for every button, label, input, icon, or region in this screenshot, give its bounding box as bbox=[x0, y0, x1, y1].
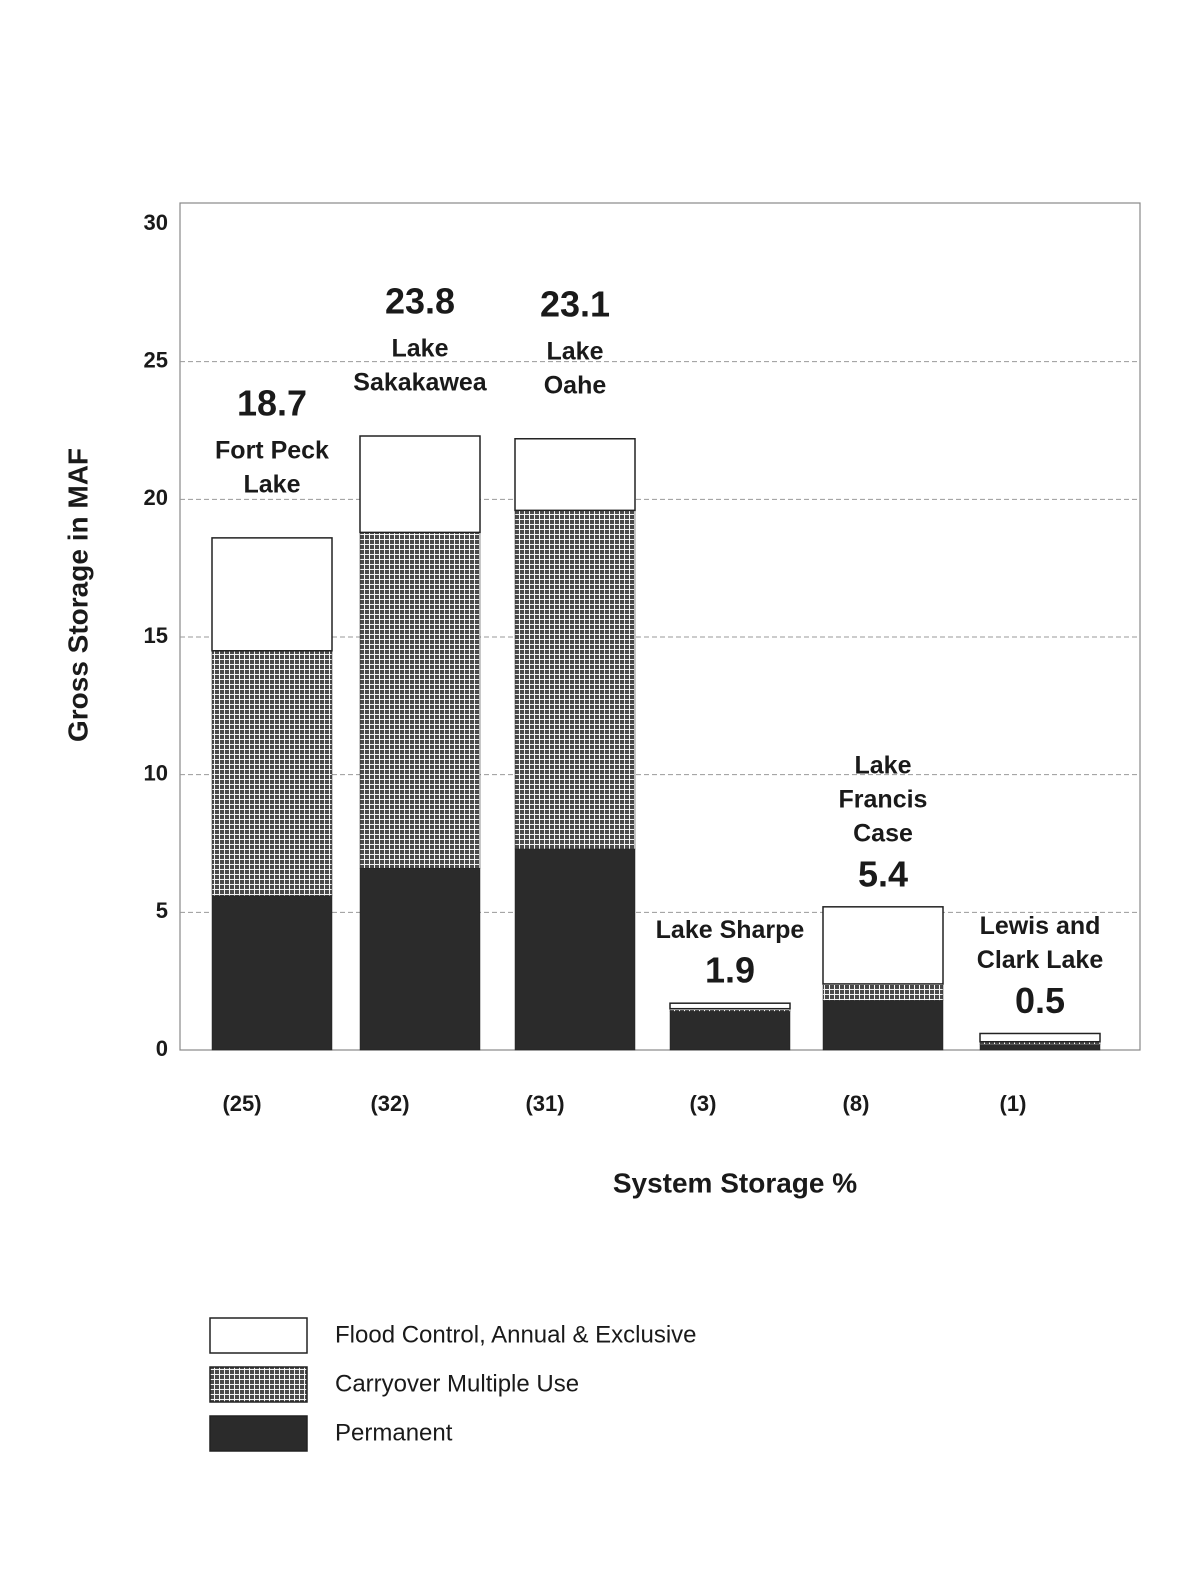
x-tick-label: (32) bbox=[370, 1091, 409, 1116]
category-label: Lake bbox=[244, 470, 301, 498]
total-label: 5.4 bbox=[858, 853, 908, 894]
category-label: Clark Lake bbox=[977, 946, 1104, 974]
y-tick-label: 15 bbox=[144, 623, 168, 648]
bar-segment bbox=[822, 983, 944, 1001]
category-label: Francis bbox=[839, 785, 928, 813]
category-label: Lake bbox=[547, 337, 604, 365]
x-tick-label: (25) bbox=[222, 1091, 261, 1116]
y-tick-label: 0 bbox=[156, 1036, 168, 1061]
y-tick-label: 5 bbox=[156, 898, 168, 923]
y-tick-label: 20 bbox=[144, 485, 168, 510]
total-label: 23.8 bbox=[385, 281, 455, 322]
bar-segment bbox=[822, 1000, 944, 1051]
category-label: Sakakawea bbox=[353, 369, 488, 397]
total-label: 0.5 bbox=[1015, 980, 1065, 1021]
bar-segment bbox=[979, 1032, 1101, 1043]
y-axis-title: Gross Storage in MAF bbox=[62, 448, 93, 742]
x-tick-label: (31) bbox=[525, 1091, 564, 1116]
bar-segment bbox=[514, 848, 636, 1051]
category-label: Case bbox=[853, 819, 913, 847]
bar-segment bbox=[211, 650, 333, 897]
bar-segment bbox=[669, 1002, 791, 1010]
legend-label: Carryover Multiple Use bbox=[335, 1370, 579, 1397]
bar-segment bbox=[359, 868, 481, 1051]
y-tick-label: 25 bbox=[144, 347, 168, 372]
legend-swatch bbox=[209, 1317, 308, 1354]
total-label: 18.7 bbox=[237, 382, 307, 423]
x-axis-title: System Storage % bbox=[613, 1167, 857, 1198]
legend-swatch bbox=[209, 1366, 308, 1403]
x-tick-label: (3) bbox=[690, 1091, 717, 1116]
total-label: 23.1 bbox=[540, 283, 610, 324]
bar-segment bbox=[359, 435, 481, 534]
y-tick-label: 10 bbox=[144, 760, 168, 785]
legend-label: Permanent bbox=[335, 1419, 453, 1446]
category-label: Fort Peck bbox=[215, 436, 329, 464]
bar-segment bbox=[822, 906, 944, 985]
x-tick-label: (8) bbox=[843, 1091, 870, 1116]
legend-label: Flood Control, Annual & Exclusive bbox=[335, 1321, 697, 1348]
bar-segment bbox=[514, 438, 636, 512]
bar-segment bbox=[669, 1011, 791, 1051]
y-tick-label: 30 bbox=[144, 210, 168, 235]
plot-frame bbox=[179, 202, 1141, 1051]
category-label: Lake bbox=[392, 335, 449, 363]
category-label: Lewis and bbox=[980, 912, 1101, 940]
total-label: 1.9 bbox=[705, 950, 755, 991]
bar-segment bbox=[359, 532, 481, 869]
category-label: Lake Sharpe bbox=[656, 916, 805, 944]
category-label: Oahe bbox=[544, 371, 607, 399]
bar-segment bbox=[211, 537, 333, 652]
category-label: Lake bbox=[855, 751, 912, 779]
x-tick-label: (1) bbox=[1000, 1091, 1027, 1116]
legend-swatch bbox=[209, 1415, 308, 1452]
bar-segment bbox=[979, 1044, 1101, 1051]
bar-segment bbox=[211, 895, 333, 1051]
bar-segment bbox=[514, 510, 636, 850]
